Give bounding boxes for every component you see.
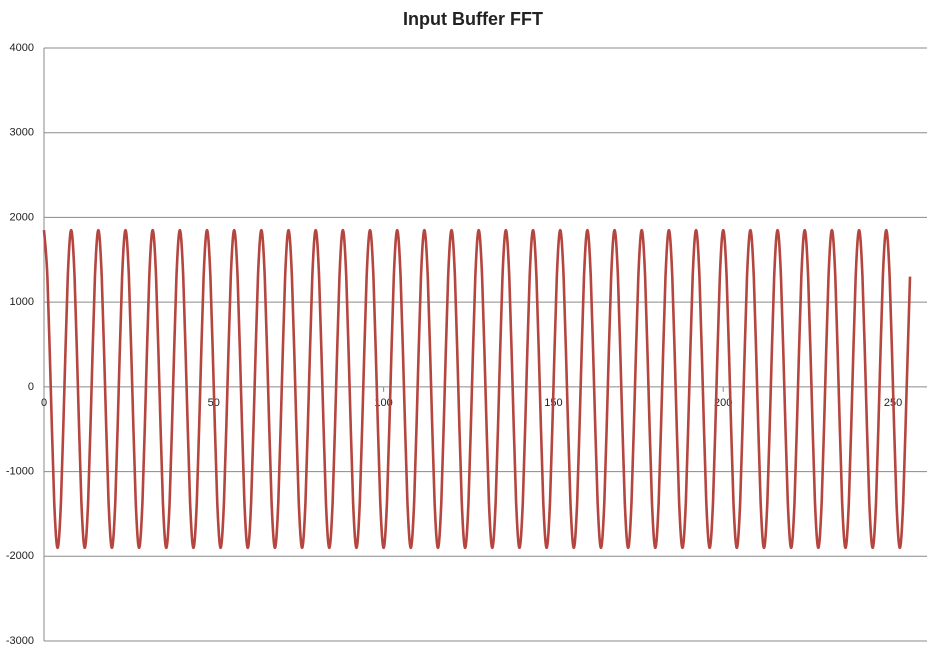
y-tick-label: -1000 <box>6 465 34 477</box>
x-tick-label: 100 <box>374 397 392 409</box>
y-tick-label: -3000 <box>6 635 34 647</box>
x-tick-label: 200 <box>714 397 732 409</box>
y-tick-label: 3000 <box>10 127 34 139</box>
chart-title: Input Buffer FFT <box>403 9 543 29</box>
data-line <box>42 228 912 550</box>
y-tick-label: 0 <box>28 381 34 393</box>
y-tick-label: -2000 <box>6 550 34 562</box>
y-tick-label: 2000 <box>10 211 34 223</box>
y-tick-label: 1000 <box>10 296 34 308</box>
y-tick-label: 4000 <box>10 42 34 54</box>
x-tick-label: 0 <box>41 397 47 409</box>
